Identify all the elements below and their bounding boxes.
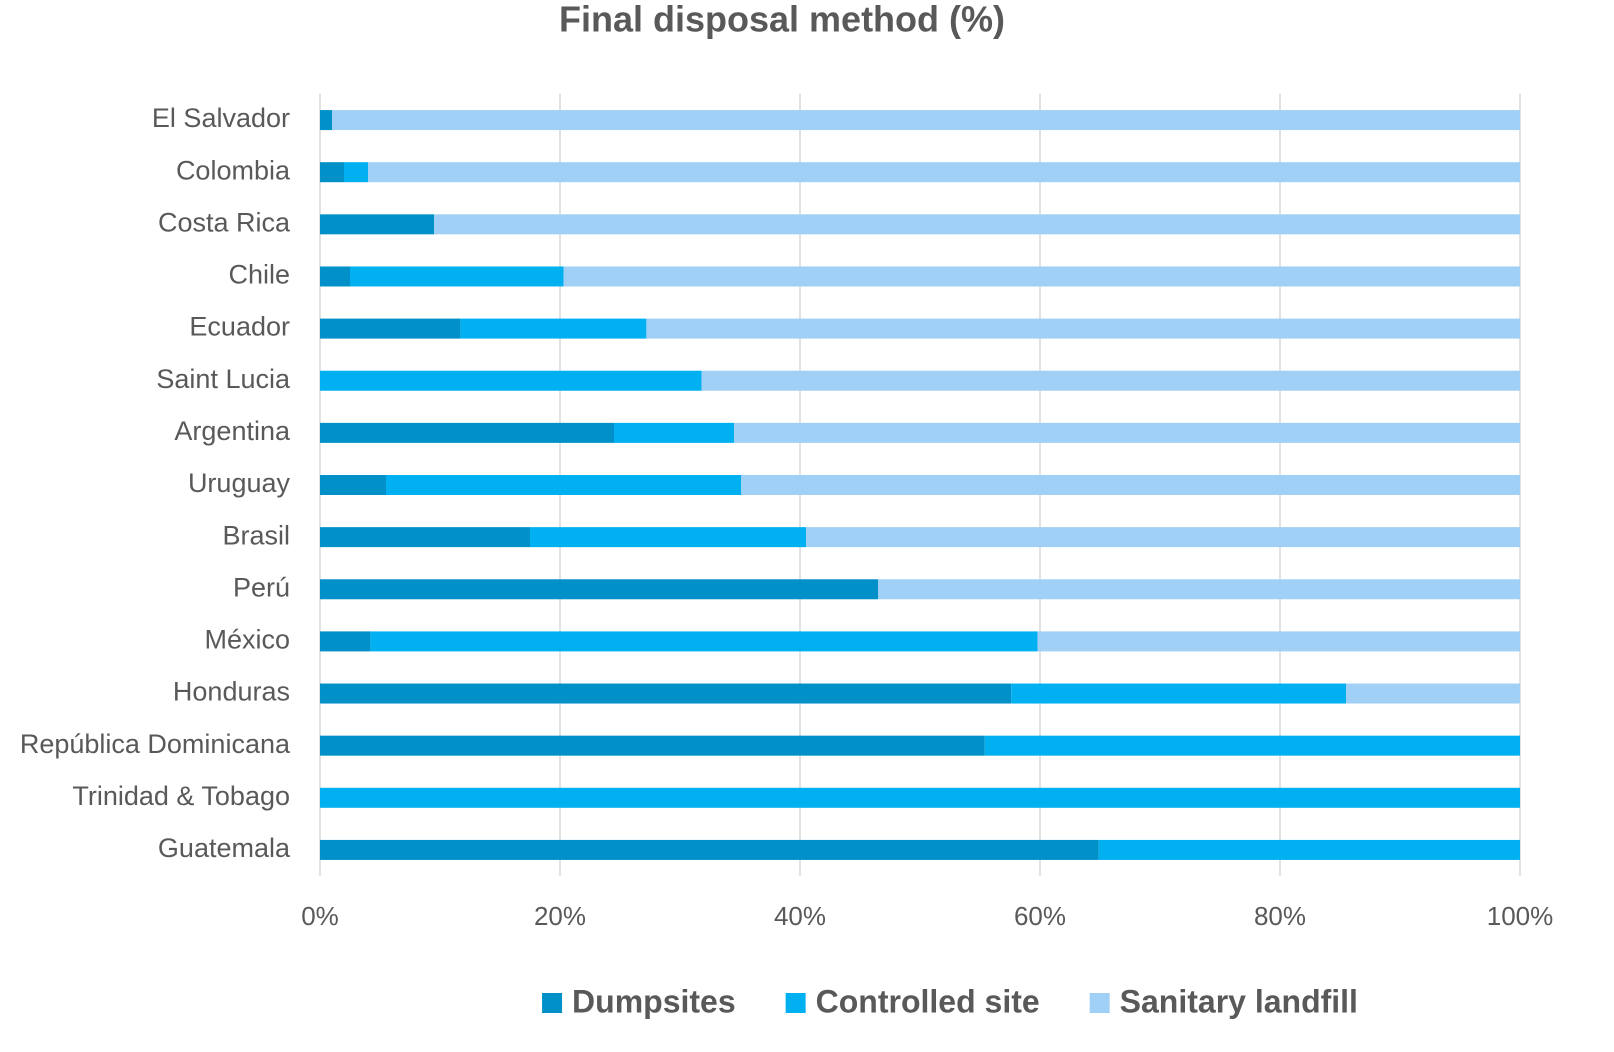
bar-segment (386, 475, 742, 495)
bar-segment (1346, 683, 1520, 704)
bar-segment (332, 110, 1520, 131)
bar-segment (320, 683, 1012, 704)
y-tick-label: El Salvador (152, 103, 290, 133)
bar-segment (460, 318, 647, 339)
bar-segment (350, 266, 564, 287)
bar-segment (563, 266, 1520, 287)
x-tick-label: 100% (1487, 901, 1554, 931)
y-tick-label: Chile (228, 260, 290, 290)
bar-segment (320, 266, 350, 287)
bar-segment (368, 162, 1520, 183)
x-tick-label: 40% (774, 901, 826, 931)
x-tick-label: 0% (301, 901, 339, 931)
bar-segment (344, 162, 368, 183)
bar-segment (320, 527, 530, 548)
bar-segment (530, 527, 806, 548)
y-tick-label: Honduras (173, 677, 290, 707)
bar-segment (320, 475, 386, 495)
bar-segment (320, 631, 371, 652)
bar-segment (320, 579, 878, 600)
y-tick-label: Guatemala (158, 833, 291, 863)
x-tick-label: 80% (1254, 901, 1306, 931)
bar-segment (320, 318, 461, 339)
legend-swatch (1089, 993, 1110, 1013)
legend-label: Controlled site (816, 983, 1040, 1019)
bar-segment (320, 787, 1520, 808)
bar-segment (701, 370, 1520, 391)
legend-swatch (785, 993, 806, 1013)
bar-segment (1037, 631, 1520, 652)
y-tick-label: Ecuador (189, 312, 290, 342)
x-tick-label: 20% (534, 901, 586, 931)
y-tick-label: Colombia (176, 155, 291, 185)
bar-segment (741, 475, 1520, 495)
bar-segment (320, 162, 344, 183)
bar-segment (614, 422, 734, 443)
y-tick-label: Costa Rica (158, 207, 291, 237)
y-tick-label: Trinidad & Tobago (72, 781, 290, 811)
bar-segment (320, 370, 702, 391)
chart-title: Final disposal method (%) (559, 0, 1005, 40)
x-tick-label: 60% (1014, 901, 1066, 931)
y-tick-label: Brasil (222, 520, 290, 550)
bar-segment (806, 527, 1520, 548)
bar-segment (320, 735, 985, 756)
bar-segment (1011, 683, 1346, 704)
bar-segment (370, 631, 1038, 652)
bar-segment (320, 214, 434, 235)
bar-segment (320, 110, 332, 131)
y-tick-label: República Dominicana (20, 729, 291, 759)
y-tick-label: México (204, 625, 290, 655)
legend-swatch (542, 993, 563, 1013)
bar-segment (434, 214, 1520, 235)
y-tick-label: Perú (233, 572, 290, 602)
legend-label: Sanitary landfill (1120, 983, 1358, 1019)
legend-label: Dumpsites (572, 983, 736, 1019)
y-tick-label: Uruguay (188, 468, 291, 498)
bar-segment (646, 318, 1520, 339)
bar-segment (320, 422, 614, 443)
bar-segment (320, 839, 1099, 860)
y-tick-label: Argentina (174, 416, 291, 446)
bar-segment (1098, 839, 1520, 860)
bar-segment (734, 422, 1520, 443)
bar-segment (878, 579, 1520, 600)
bar-segment (984, 735, 1520, 756)
y-tick-label: Saint Lucia (156, 364, 291, 394)
